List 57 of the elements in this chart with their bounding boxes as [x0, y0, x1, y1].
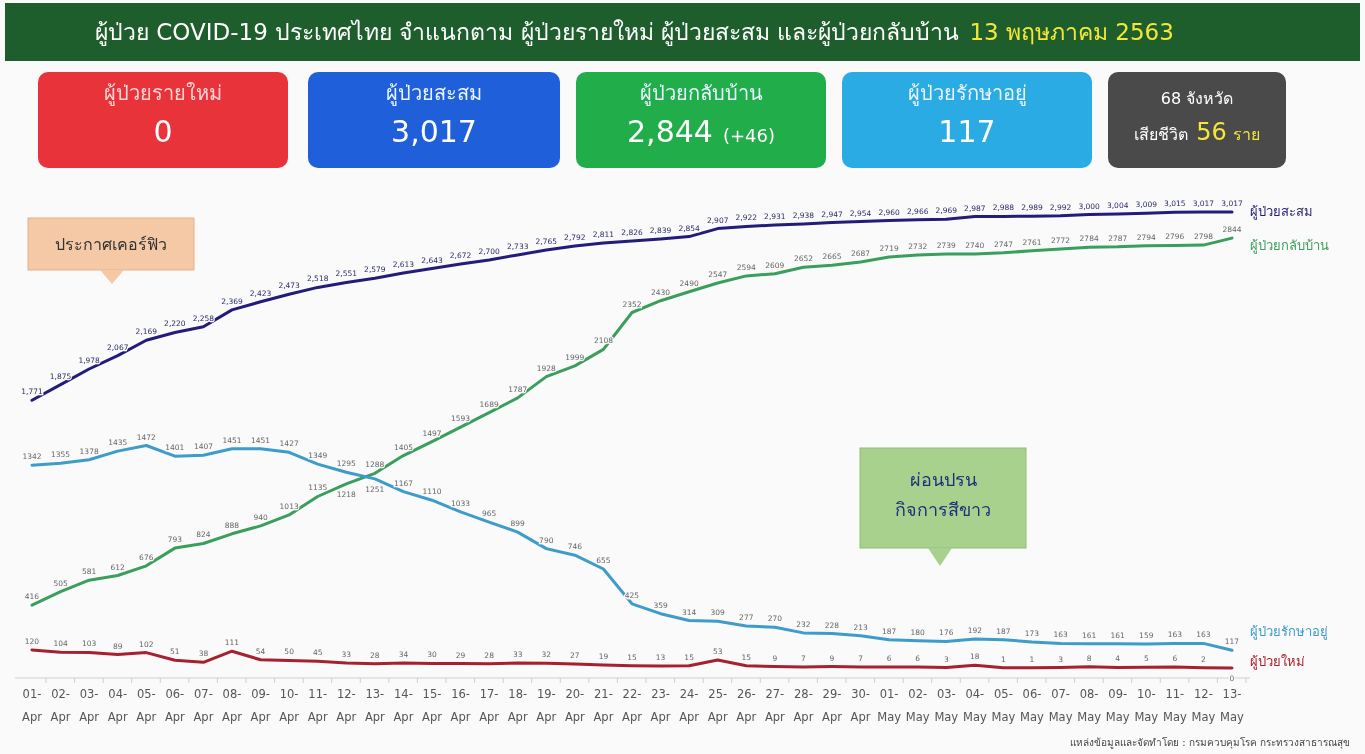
x-tick-label: 04-May — [962, 687, 987, 724]
text: ผู้ป่วย COVID-19 ประเทศไทย จำแนกตาม ผู้ป่วยรายใหม่ ผู้ป่วยสะสม และผู้ป่วยกลับบ้าน — [95, 19, 960, 46]
x-tick-label: 12-May — [1191, 687, 1216, 724]
x-tick-label: 17-Apr — [479, 687, 500, 724]
x-tick-label: 04-Apr — [107, 687, 128, 724]
x-tick-label: 07-Apr — [193, 687, 214, 724]
x-tick-label: 18-Apr — [507, 687, 528, 724]
x-tick-label: 28-Apr — [793, 687, 814, 724]
x-tick-label: 16-Apr — [450, 687, 471, 724]
x-tick-label: 26-Apr — [736, 687, 757, 724]
x-tick-label: 14-Apr — [393, 687, 414, 724]
x-tick-label: 27-Apr — [764, 687, 786, 724]
x-tick-label: 22-Apr — [622, 687, 643, 724]
category-label: ผู้ป่วยกลับบ้าน — [639, 81, 763, 106]
x-tick-label: 02-May — [905, 687, 930, 724]
annotation: ผ่อนปรน กิจการสีขาว — [895, 469, 991, 520]
x-tick-label: 02-Apr — [50, 687, 71, 724]
x-tick-label: 29-Apr — [822, 687, 843, 724]
x-tick-label: 03-Apr — [79, 687, 100, 724]
category-label: ผู้ป่วยรายใหม่ — [104, 81, 222, 106]
text: แหล่งข้อมูลและจัดทำโดย : กรมควบคุมโรค กระทรวงสาธารณสุข — [1070, 736, 1350, 749]
x-tick-label: 30-Apr — [850, 687, 871, 724]
x-tick-label: 12-Apr — [336, 687, 357, 724]
x-tick-label: 15-Apr — [422, 687, 443, 724]
x-tick-label: 24-Apr — [679, 687, 700, 724]
annotation: ประกาศเคอร์ฟิว — [55, 235, 167, 254]
x-tick-label: 07-May — [1048, 687, 1073, 724]
x-tick-label: 19-Apr — [536, 687, 557, 724]
x-tick-label: 11-May — [1162, 687, 1187, 724]
x-tick-label: 01-Apr — [22, 687, 43, 724]
category-label: เสียชีวิต — [1134, 125, 1189, 144]
x-tick-label: 05-Apr — [136, 687, 157, 724]
x-tick-label: 01-May — [877, 687, 902, 724]
series-label: ผู้ป่วยรักษาอยู่ — [1250, 624, 1328, 640]
x-tick-label: 21-Apr — [593, 687, 614, 724]
x-tick-label: 09-Apr — [250, 687, 271, 724]
text: 13 พฤษภาคม 2563 — [969, 19, 1174, 45]
x-tick-label: 06-Apr — [164, 687, 186, 724]
x-tick-label: 06-May — [1020, 687, 1045, 724]
series-label: ผู้ป่วยใหม่ — [1250, 654, 1305, 670]
category-label: ผู้ป่วยรักษาอยู่ — [907, 81, 1027, 106]
x-tick-label: 10-Apr — [279, 687, 300, 724]
x-tick-label: 11-Apr — [307, 687, 328, 724]
x-tick-label: 08-May — [1077, 687, 1102, 724]
x-tick-label: 08-Apr — [222, 687, 243, 724]
x-tick-label: 05-May — [991, 687, 1016, 724]
x-tick-label: 13-Apr — [364, 687, 386, 724]
x-tick-label: 13-May — [1220, 687, 1245, 724]
series-label: ผู้ป่วยกลับบ้าน — [1250, 238, 1329, 254]
x-tick-label: 20-Apr — [564, 687, 586, 724]
series-label: ผู้ป่วยสะสม — [1250, 204, 1313, 220]
category-label: ผู้ป่วยสะสม — [386, 81, 482, 106]
x-tick-label: 25-Apr — [707, 687, 728, 724]
x-tick-label: 10-May — [1134, 687, 1159, 724]
x-tick-label: 03-May — [934, 687, 959, 724]
x-tick-label: 23-Apr — [650, 687, 671, 724]
x-tick-label: 09-May — [1105, 687, 1130, 724]
